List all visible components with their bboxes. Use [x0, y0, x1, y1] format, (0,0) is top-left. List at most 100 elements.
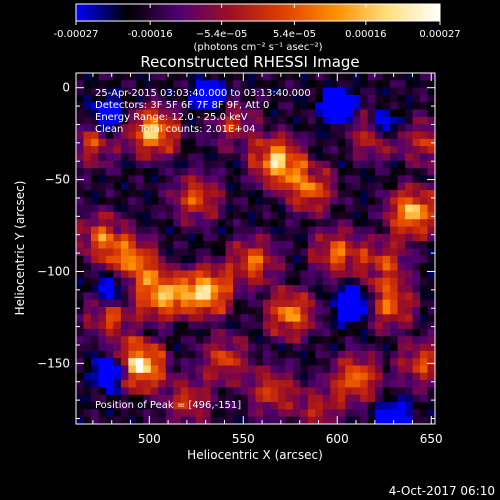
heatmap-cell	[412, 263, 421, 272]
heatmap-cell	[248, 160, 257, 169]
heatmap-cell	[367, 116, 376, 125]
heatmap-cell	[375, 226, 384, 235]
heatmap-cell	[270, 116, 279, 125]
heatmap-cell	[128, 321, 137, 330]
heatmap-cell	[158, 190, 167, 198]
heatmap-cell	[173, 219, 182, 228]
heatmap-cell	[345, 248, 354, 257]
heatmap-cell	[285, 241, 294, 250]
heatmap-cell	[248, 263, 257, 272]
heatmap-cell	[76, 321, 85, 330]
heatmap-cell	[188, 270, 197, 279]
heatmap-cell	[352, 277, 361, 286]
heatmap-cell	[405, 365, 414, 374]
heatmap-cell	[360, 328, 369, 337]
heatmap-cell	[90, 365, 100, 374]
heatmap-cell	[240, 380, 249, 389]
heatmap-cell	[76, 190, 85, 198]
heatmap-cell	[292, 197, 301, 206]
heatmap-cell	[352, 394, 361, 403]
heatmap-cell	[248, 321, 257, 330]
heatmap-cell	[337, 153, 346, 162]
heatmap-cell	[352, 197, 361, 206]
heatmap-cell	[120, 358, 129, 367]
heatmap-cell	[315, 416, 324, 424]
heatmap-cell	[233, 204, 242, 213]
heatmap-cell	[375, 241, 384, 250]
heatmap-cell	[255, 146, 264, 155]
heatmap-cell	[76, 409, 85, 418]
heatmap-cell	[113, 211, 122, 220]
heatmap-cell	[285, 248, 294, 257]
heatmap-cell	[262, 328, 272, 337]
heatmap-cell	[128, 153, 137, 162]
heatmap-cell	[165, 299, 174, 308]
heatmap-cell	[195, 146, 204, 155]
heatmap-cell	[240, 211, 249, 220]
heatmap-cell	[120, 365, 129, 374]
heatmap-cell	[188, 94, 197, 103]
heatmap-cell	[367, 270, 376, 279]
heatmap-cell	[315, 175, 324, 184]
heatmap-cell	[262, 394, 272, 403]
heatmap-cell	[128, 416, 137, 424]
heatmap-cell	[143, 263, 152, 272]
heatmap-cell	[337, 190, 346, 198]
heatmap-cell	[300, 138, 309, 147]
heatmap-cell	[382, 175, 391, 184]
heatmap-cell	[255, 233, 264, 242]
heatmap-cell	[405, 190, 414, 198]
heatmap-cell	[105, 219, 114, 228]
heatmap-cell	[270, 80, 279, 89]
heatmap-cell	[158, 116, 167, 125]
heatmap-cell	[240, 328, 249, 337]
heatmap-cell	[225, 109, 234, 118]
heatmap-cell	[315, 94, 324, 103]
heatmap-cell	[128, 124, 137, 133]
heatmap-cell	[307, 116, 316, 125]
heatmap-cell	[360, 226, 369, 235]
heatmap-cell	[150, 270, 159, 279]
heatmap-cell	[98, 175, 107, 184]
heatmap-cell	[180, 160, 189, 169]
heatmap-cell	[180, 365, 189, 374]
heatmap-cell	[150, 285, 159, 293]
heatmap-cell	[397, 153, 406, 162]
heatmap-cell	[427, 402, 435, 410]
heatmap-cell	[375, 248, 384, 257]
heatmap-cell	[76, 365, 85, 374]
heatmap-cell	[150, 87, 159, 96]
heatmap-cell	[195, 372, 204, 381]
heatmap-cell	[233, 226, 242, 235]
heatmap-cell	[180, 226, 189, 235]
heatmap-cell	[180, 387, 189, 396]
heatmap-cell	[397, 380, 406, 389]
heatmap-cell	[322, 285, 331, 293]
heatmap-cell	[255, 299, 264, 308]
heatmap-cell	[218, 263, 227, 272]
heatmap-cell	[262, 270, 272, 279]
heatmap-cell	[337, 124, 346, 133]
heatmap-cell	[277, 321, 287, 330]
heatmap-cell	[420, 358, 429, 367]
heatmap-cell	[225, 248, 234, 257]
heatmap-cell	[248, 270, 257, 279]
heatmap-cell	[180, 350, 189, 359]
heatmap-cell	[420, 116, 429, 125]
heatmap-cell	[397, 109, 406, 118]
heatmap-cell	[233, 160, 242, 169]
heatmap-cell	[203, 365, 212, 374]
heatmap-cell	[412, 387, 421, 396]
heatmap-cell	[210, 73, 219, 81]
heatmap-cell	[188, 197, 197, 206]
heatmap-cell	[412, 307, 421, 315]
heatmap-cell	[143, 380, 152, 389]
heatmap-cell	[135, 211, 144, 220]
heatmap-cell	[375, 336, 384, 345]
heatmap-cell	[345, 226, 354, 235]
heatmap-cell	[188, 116, 197, 125]
heatmap-cell	[233, 241, 242, 250]
heatmap-cell	[98, 248, 107, 257]
heatmap-cell	[375, 263, 384, 272]
heatmap-cell	[405, 124, 414, 133]
